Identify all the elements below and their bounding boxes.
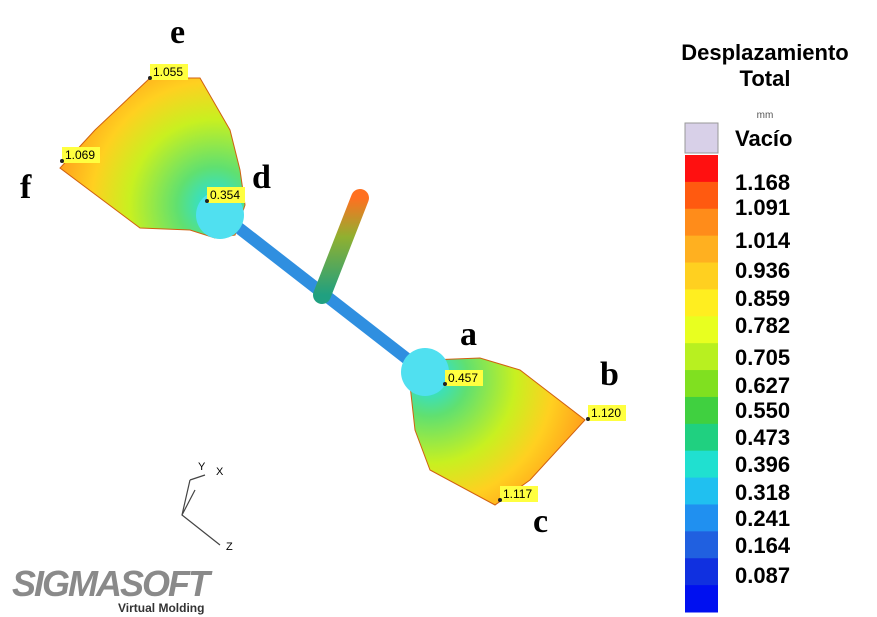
point-letter: d	[252, 159, 271, 196]
screen: a 0.457 b 1.120 c1.117 d 0.354 e 1.055 f 1.069 Y X…	[0, 0, 877, 617]
color-band	[685, 478, 718, 505]
sprue	[322, 198, 360, 295]
color-band	[685, 370, 718, 397]
legend-level: 0.550	[735, 398, 790, 423]
point-value: 1.117	[503, 487, 532, 501]
legend-level: 0.936	[735, 258, 790, 283]
tag-dot	[60, 159, 64, 163]
color-band	[685, 289, 718, 316]
point-letter: a	[460, 316, 477, 353]
legend-level: 0.705	[735, 345, 790, 370]
legend-level: 0.087	[735, 563, 790, 588]
point-value: 1.055	[153, 65, 183, 79]
legend-level: 0.859	[735, 286, 790, 311]
legend-level: 0.241	[735, 506, 790, 531]
axis-triad	[182, 475, 220, 545]
point-letter: f	[20, 169, 32, 206]
point-letter: b	[600, 356, 619, 393]
color-band	[685, 155, 718, 182]
color-band	[685, 585, 718, 612]
legend-title: Total	[740, 66, 791, 91]
legend-level: 0.627	[735, 373, 790, 398]
legend-empty: Vacío	[735, 126, 792, 151]
color-band	[685, 236, 718, 263]
tag-dot	[205, 199, 209, 203]
color-band	[685, 209, 718, 236]
axis-label: Y	[198, 461, 206, 473]
point-letter: e	[170, 14, 185, 51]
color-band	[685, 424, 718, 451]
legend-level: 1.091	[735, 195, 790, 220]
color-band	[685, 531, 718, 558]
axis-label: Z	[226, 541, 233, 553]
color-band	[685, 182, 718, 209]
gate-lower	[401, 348, 449, 396]
color-band	[685, 558, 718, 585]
color-band	[685, 316, 718, 343]
empty-swatch	[685, 123, 718, 153]
tag-dot	[148, 76, 152, 80]
part	[60, 78, 585, 505]
legend-level: 0.396	[735, 452, 790, 477]
legend-level: 0.318	[735, 480, 790, 505]
color-band	[685, 263, 718, 290]
point-value: 0.457	[448, 371, 478, 385]
point-value: 0.354	[210, 188, 240, 202]
tag-dot	[443, 382, 447, 386]
tag-dot	[498, 498, 502, 502]
logo-tagline: Virtual Molding	[118, 601, 204, 615]
color-band	[685, 397, 718, 424]
triad-lines	[182, 475, 220, 545]
logo: SIGMASOFT	[12, 563, 213, 604]
color-band	[685, 451, 718, 478]
color-band	[685, 504, 718, 531]
axis-label: X	[216, 466, 224, 478]
color-band	[685, 343, 718, 370]
legend-unit: mm	[757, 110, 774, 121]
point-letter: c	[533, 503, 548, 540]
legend-level: 1.014	[735, 228, 791, 253]
point-value: 1.069	[65, 148, 95, 162]
legend-level: 0.782	[735, 313, 790, 338]
legend-level: 0.164	[735, 533, 791, 558]
legend-level: 1.168	[735, 170, 790, 195]
point-value: 1.120	[591, 406, 621, 420]
legend-title: Desplazamiento	[681, 40, 849, 65]
legend-level: 0.473	[735, 425, 790, 450]
tag-dot	[586, 417, 590, 421]
